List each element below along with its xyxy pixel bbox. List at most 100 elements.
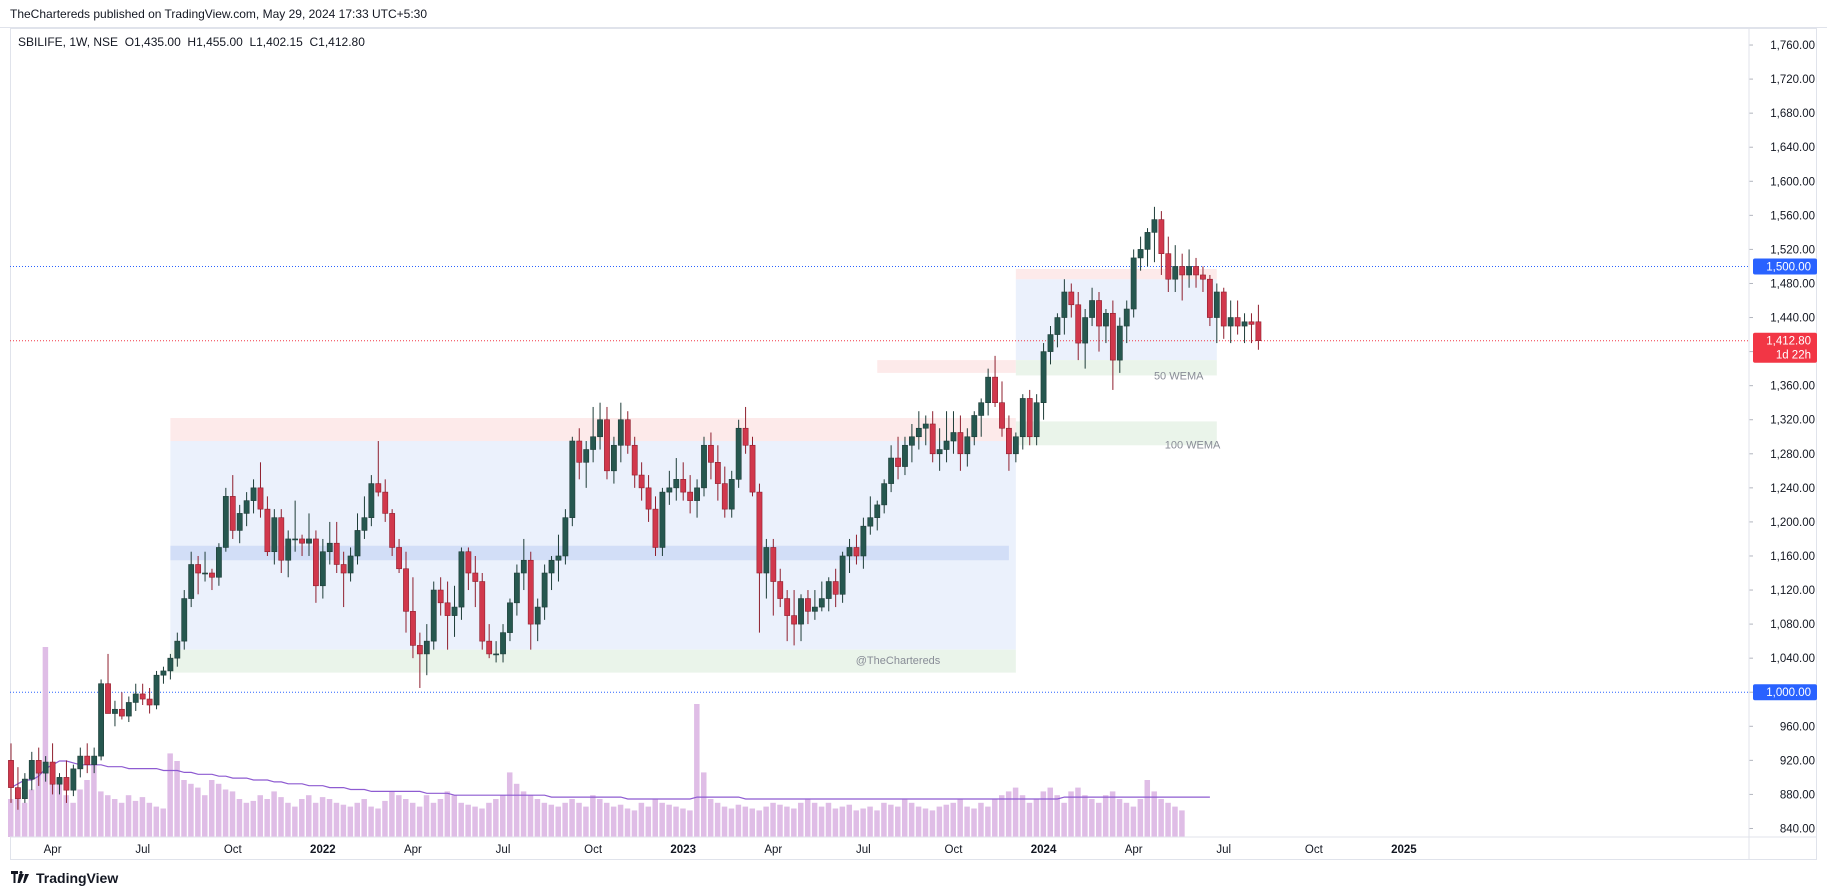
volume-bar	[901, 799, 908, 837]
volume-bar	[181, 780, 187, 837]
volume-bar	[992, 799, 998, 837]
volume-bar	[936, 806, 943, 837]
candle-up	[243, 500, 250, 514]
candle-up	[222, 496, 229, 548]
candle-up	[56, 777, 63, 785]
volume-bar	[174, 761, 180, 837]
candle-down	[708, 444, 714, 463]
volume-bar	[915, 806, 922, 837]
volume-bar	[763, 806, 769, 837]
price-axis-label: 1,480.00	[1770, 278, 1815, 290]
candle-up	[1061, 291, 1068, 318]
volume-bar	[451, 795, 458, 837]
candle-up	[881, 483, 888, 506]
volume-bar	[922, 808, 929, 837]
volume-bar	[493, 799, 499, 837]
candle-up	[798, 598, 804, 625]
volume-bar	[583, 806, 589, 837]
candle-up	[728, 479, 735, 510]
volume-bar	[215, 783, 222, 837]
volume-bar	[368, 806, 374, 837]
volume-bar	[278, 797, 284, 837]
zone-range-box-2024	[1015, 279, 1217, 361]
zone-range-box-2021-2023	[170, 441, 1016, 650]
candle-up	[513, 572, 520, 604]
volume-bar	[1144, 780, 1151, 837]
candle-up	[860, 525, 867, 557]
candle-up	[1137, 249, 1144, 259]
volume-bar	[458, 802, 464, 837]
candle-down	[278, 517, 285, 561]
price-label-text: 1,000.00	[1766, 687, 1811, 699]
candle-up	[1089, 300, 1095, 318]
volume-bar	[188, 783, 194, 837]
volume-bar	[98, 791, 104, 837]
candle-down	[8, 760, 14, 788]
annotation--thechartereds: @TheChartereds	[856, 655, 941, 667]
volume-bar	[701, 772, 707, 837]
candle-down	[375, 483, 382, 493]
volume-bar	[1109, 791, 1116, 837]
volume-bar	[527, 795, 534, 837]
candle-up	[555, 555, 562, 561]
candle-up	[423, 640, 430, 655]
candle-up	[250, 487, 257, 501]
candle-down	[1109, 312, 1116, 361]
volume-bar	[465, 804, 471, 837]
candle-down	[853, 547, 860, 557]
volume-bar	[888, 804, 894, 837]
zone-resistance-zone-2024	[1015, 268, 1217, 280]
candle-down	[631, 444, 638, 476]
candle-down	[1220, 291, 1227, 327]
candle-down	[299, 538, 305, 544]
candle-up	[91, 755, 98, 765]
price-axis-label: 1,520.00	[1770, 244, 1815, 256]
volume-bar	[423, 795, 430, 837]
volume-bar	[1137, 799, 1144, 837]
volume-bar	[895, 806, 901, 837]
candle-down	[1200, 274, 1206, 280]
time-axis-label: Jul	[135, 844, 150, 856]
candle-down	[340, 564, 347, 574]
volume-bar	[714, 802, 721, 837]
candle-down	[479, 581, 486, 642]
volume-bar	[825, 802, 832, 837]
candle-down	[1026, 398, 1033, 438]
candle-down	[195, 564, 202, 574]
candle-down	[721, 483, 728, 510]
zone-support-zone-50-wema	[1015, 360, 1217, 376]
volume-bar	[798, 802, 804, 837]
volume-bar	[91, 764, 97, 837]
candle-down	[410, 611, 416, 646]
candle-up	[583, 449, 590, 463]
volume-bar	[305, 795, 312, 837]
candle-down	[209, 572, 215, 578]
volume-bar	[804, 799, 811, 837]
candle-up	[1213, 291, 1220, 318]
time-axis-label: Oct	[945, 844, 964, 856]
volume-bar	[1026, 802, 1033, 837]
candle-up	[964, 436, 971, 455]
candle-down	[403, 568, 409, 612]
tradingview-footer[interactable]: TradingView	[10, 867, 118, 889]
volume-bar	[285, 802, 291, 837]
volume-bar	[208, 780, 215, 837]
zone-resistance-zone-2023	[877, 360, 1016, 373]
volume-bar	[299, 799, 305, 837]
price-axis-label: 1,760.00	[1770, 40, 1815, 52]
price-axis-label: 1,360.00	[1770, 381, 1815, 393]
candle-down	[333, 542, 340, 565]
candle-up	[867, 517, 874, 527]
volume-bar	[749, 808, 756, 837]
candle-down	[416, 645, 423, 655]
candle-down	[1179, 266, 1186, 276]
volume-bar	[312, 802, 319, 837]
time-axis-label: Jul	[496, 844, 511, 856]
volume-bar	[971, 808, 977, 837]
candle-down	[527, 559, 534, 625]
candle-down	[714, 462, 721, 484]
volume-bar	[832, 808, 839, 837]
volume-bar	[506, 772, 513, 837]
candle-down	[604, 419, 610, 472]
